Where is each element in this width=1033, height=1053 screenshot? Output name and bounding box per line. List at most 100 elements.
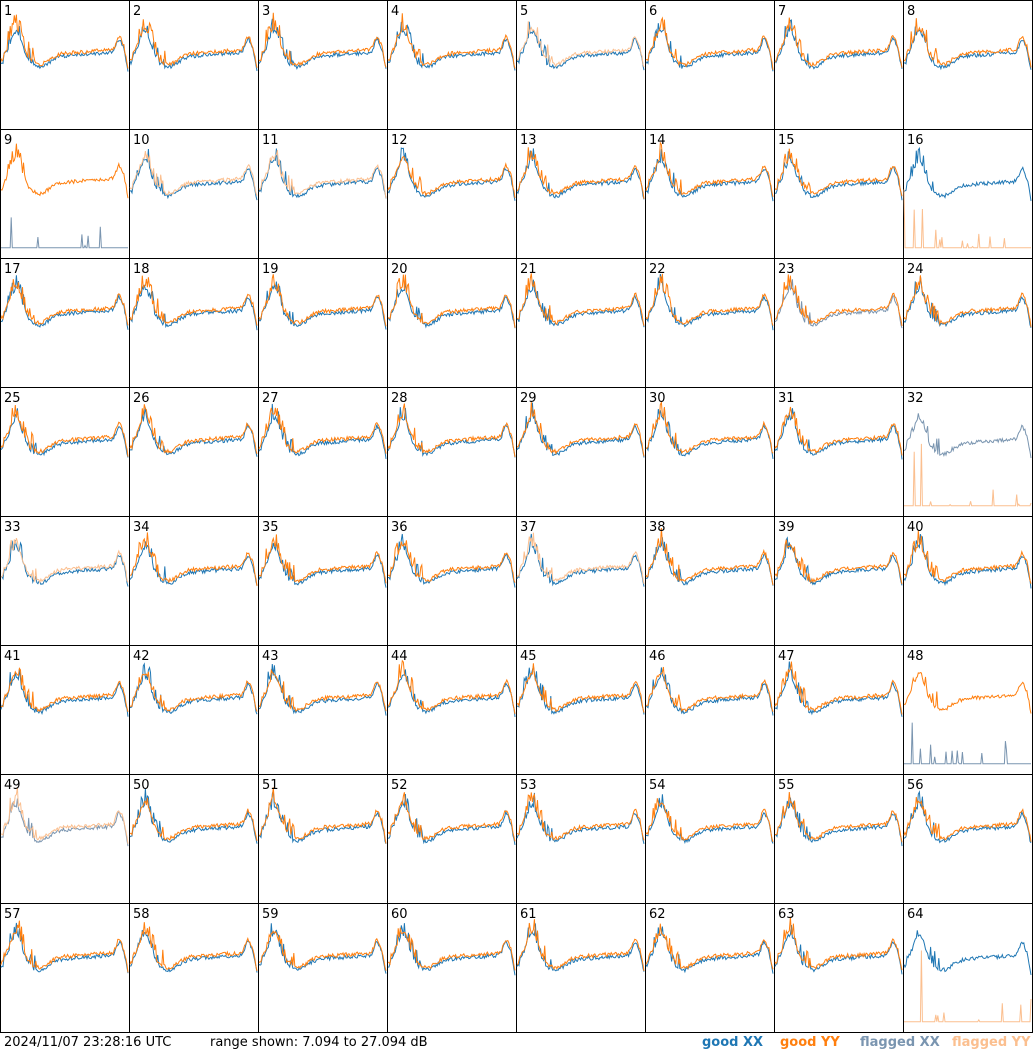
tile-number: 14 bbox=[649, 133, 666, 148]
tile-number: 64 bbox=[907, 907, 924, 922]
series-yy-tile-19 bbox=[258, 274, 387, 327]
tile-frame bbox=[516, 516, 646, 646]
tile-number: 51 bbox=[262, 778, 279, 793]
tile-number: 22 bbox=[649, 262, 666, 277]
series-xx-tile-20 bbox=[387, 281, 516, 329]
series-yy-tile-11 bbox=[258, 149, 387, 199]
tile-frame bbox=[645, 903, 775, 1033]
series-xx-tile-57 bbox=[0, 922, 129, 974]
tile-16: 16 bbox=[903, 129, 1033, 259]
tile-frame bbox=[903, 645, 1033, 775]
series-yy-tile-29 bbox=[516, 402, 645, 457]
tile-frame bbox=[645, 774, 775, 904]
tile-number: 50 bbox=[133, 778, 150, 793]
series-xx-tile-15 bbox=[774, 151, 903, 201]
tile-frame bbox=[129, 0, 259, 130]
tile-4: 4 bbox=[387, 0, 517, 130]
series-xx-tile-49 bbox=[0, 798, 129, 847]
series-yy-tile-31 bbox=[774, 406, 903, 456]
series-yy-tile-24 bbox=[903, 275, 1032, 327]
series-xx-tile-16 bbox=[903, 146, 1032, 202]
series-yy-tile-10 bbox=[129, 151, 258, 196]
series-yy-tile-15 bbox=[774, 148, 903, 197]
tile-21: 21 bbox=[516, 258, 646, 388]
series-yy-tile-17 bbox=[0, 279, 129, 326]
tile-frame bbox=[774, 903, 904, 1033]
tile-number: 33 bbox=[4, 520, 21, 535]
tile-45: 45 bbox=[516, 645, 646, 775]
tile-number: 8 bbox=[907, 4, 915, 19]
tile-frame bbox=[258, 129, 388, 259]
tile-frame bbox=[0, 0, 130, 130]
tile-frame bbox=[645, 258, 775, 388]
tile-frame bbox=[387, 258, 517, 388]
series-xx-tile-33 bbox=[1, 540, 129, 587]
series-xx-tile-22 bbox=[645, 273, 774, 331]
tile-number: 62 bbox=[649, 907, 666, 922]
tile-52: 52 bbox=[387, 774, 517, 904]
series-xx-tile-4 bbox=[387, 21, 516, 71]
tile-number: 46 bbox=[649, 649, 666, 664]
tile-frame bbox=[387, 0, 517, 130]
series-yy-tile-12 bbox=[387, 155, 516, 199]
tile-14: 14 bbox=[645, 129, 775, 259]
tile-frame bbox=[0, 903, 130, 1033]
series-yy-tile-4 bbox=[387, 13, 516, 69]
tile-61: 61 bbox=[516, 903, 646, 1033]
tile-number: 18 bbox=[133, 262, 150, 277]
tile-53: 53 bbox=[516, 774, 646, 904]
series-yy-tile-35 bbox=[258, 534, 387, 584]
series-xx-tile-45 bbox=[516, 666, 645, 715]
tile-frame bbox=[774, 645, 904, 775]
tile-62: 62 bbox=[645, 903, 775, 1033]
tile-number: 38 bbox=[649, 520, 666, 535]
tile-frame bbox=[645, 387, 775, 517]
tile-number: 39 bbox=[778, 520, 795, 535]
series-yy-tile-3 bbox=[258, 12, 387, 68]
tile-18: 18 bbox=[129, 258, 259, 388]
series-yy-tile-37 bbox=[516, 532, 645, 585]
tile-number: 11 bbox=[262, 133, 279, 148]
tile-number: 36 bbox=[391, 520, 408, 535]
tile-49: 49 bbox=[0, 774, 130, 904]
series-yy-tile-55 bbox=[774, 791, 903, 843]
tile-frame bbox=[258, 774, 388, 904]
series-yy-tile-61 bbox=[516, 919, 645, 972]
tile-number: 17 bbox=[4, 262, 21, 277]
tile-number: 2 bbox=[133, 4, 141, 19]
tile-number: 61 bbox=[520, 907, 537, 922]
tile-11: 11 bbox=[258, 129, 388, 259]
series-yy-tile-34 bbox=[129, 532, 258, 587]
legend-flagged-xx: flagged XX bbox=[860, 1035, 940, 1050]
tile-number: 6 bbox=[649, 4, 657, 19]
tile-41: 41 bbox=[0, 645, 130, 775]
tile-50: 50 bbox=[129, 774, 259, 904]
tile-51: 51 bbox=[258, 774, 388, 904]
series-yy-tile-9 bbox=[0, 143, 129, 199]
tile-frame bbox=[903, 903, 1033, 1033]
tile-frame bbox=[258, 0, 388, 130]
tile-frame bbox=[129, 129, 259, 259]
tile-number: 29 bbox=[520, 391, 537, 406]
tile-frame bbox=[258, 516, 388, 646]
tile-frame bbox=[258, 903, 388, 1033]
series-yy-tile-33 bbox=[0, 537, 129, 584]
tile-number: 58 bbox=[133, 907, 150, 922]
series-yy-tile-46 bbox=[645, 666, 774, 713]
series-yy-tile-60 bbox=[387, 927, 516, 971]
tile-30: 30 bbox=[645, 387, 775, 517]
series-yy-tile-43 bbox=[258, 668, 387, 712]
tile-frame bbox=[516, 387, 646, 517]
tile-47: 47 bbox=[774, 645, 904, 775]
series-yy-tile-27 bbox=[258, 407, 387, 454]
tile-frame bbox=[516, 645, 646, 775]
series-yy-tile-13 bbox=[516, 147, 645, 199]
tile-number: 9 bbox=[4, 133, 12, 148]
tile-number: 28 bbox=[391, 391, 408, 406]
tile-number: 7 bbox=[778, 4, 786, 19]
tile-frame bbox=[516, 0, 646, 130]
series-yy-tile-52 bbox=[387, 792, 516, 842]
tile-39: 39 bbox=[774, 516, 904, 646]
tile-64: 64 bbox=[903, 903, 1033, 1033]
tile-number: 13 bbox=[520, 133, 537, 148]
